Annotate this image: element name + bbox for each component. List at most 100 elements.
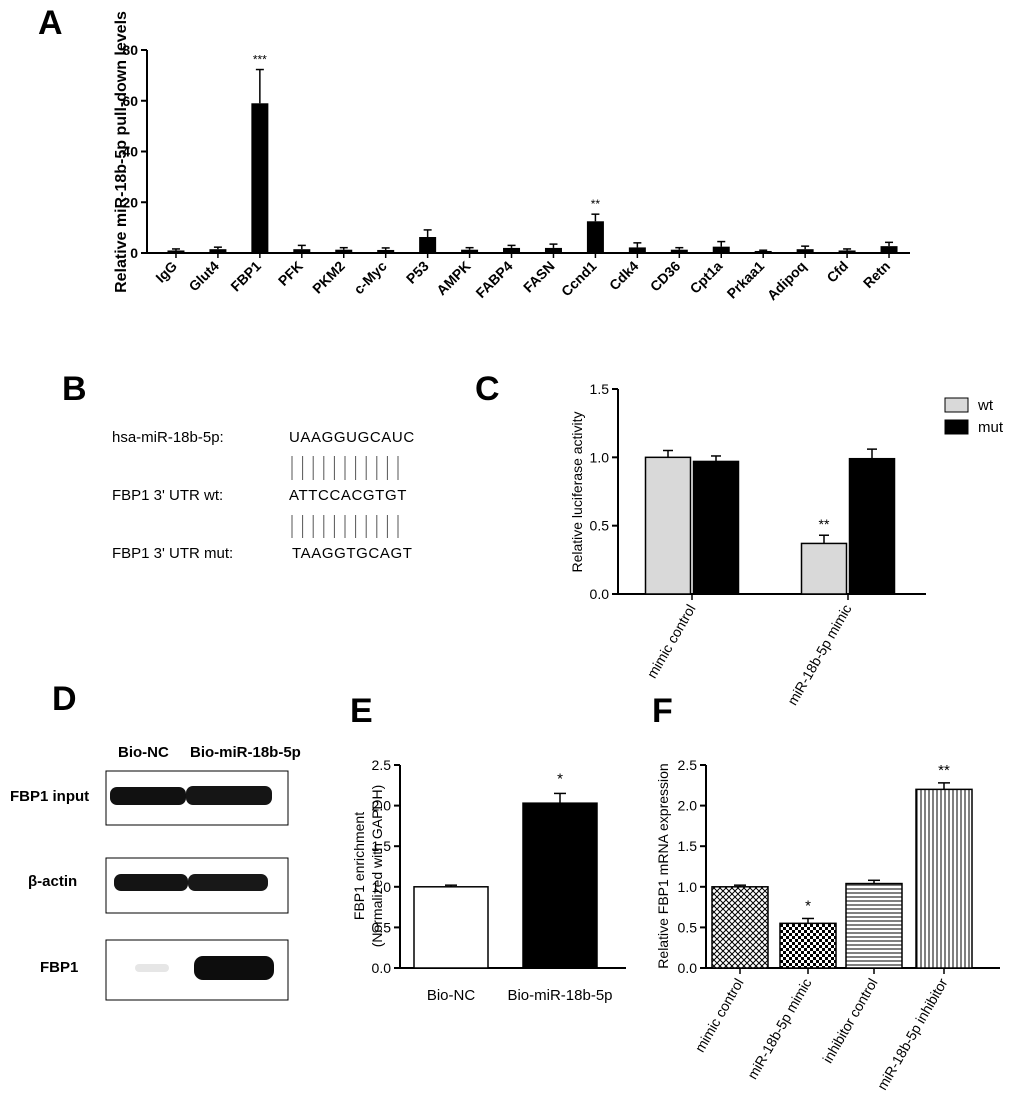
lane-label-bio-nc: Bio-NC bbox=[118, 744, 169, 761]
y-axis-title: Relative miR-18b-5p pull-down levels bbox=[113, 11, 130, 293]
y-tick-label: 2.5 bbox=[678, 757, 698, 773]
y-tick-label: 60 bbox=[122, 93, 138, 109]
x-tick-label-igg: IgG bbox=[152, 258, 180, 286]
x-tick-label-bio-nc: Bio-NC bbox=[427, 987, 476, 1004]
panel-label-d: D bbox=[52, 680, 77, 718]
bar-fbp1 bbox=[251, 103, 269, 253]
lane-label-bio-mir: Bio-miR-18b-5p bbox=[190, 744, 301, 761]
bar-cpt1a bbox=[712, 246, 730, 253]
y-tick-label: 20 bbox=[122, 194, 138, 210]
y-tick-label: 0.5 bbox=[678, 919, 698, 935]
x-tick-label-p53: P53 bbox=[403, 258, 432, 287]
x-tick-label-cd36: CD36 bbox=[647, 258, 684, 295]
y-tick-label: 1.0 bbox=[678, 879, 698, 895]
y-tick-label: 1.5 bbox=[590, 381, 610, 397]
significance-mir-18b-5p-mimic: ** bbox=[819, 516, 830, 532]
bar-mir-18b-5p-mimic bbox=[779, 922, 837, 969]
y-tick-label: 0.0 bbox=[678, 960, 698, 976]
band-fbp1-lane2 bbox=[194, 956, 274, 980]
x-tick-label-cfd: Cfd bbox=[823, 258, 851, 286]
bar-mir-18b-5p-mimic-wt bbox=[800, 542, 848, 595]
x-tick-label-mimic-control: mimic control bbox=[692, 976, 747, 1055]
significance-mir-18b-5p-inhibitor: ** bbox=[938, 762, 950, 779]
y-axis-title: Relative luciferase activity bbox=[569, 411, 585, 572]
x-tick-label-mimic-control: mimic control bbox=[644, 602, 699, 681]
bar-cdk4 bbox=[628, 247, 646, 253]
bar-igg bbox=[167, 250, 185, 253]
y-tick-label: 1.5 bbox=[678, 838, 698, 854]
y-tick-label: 0.5 bbox=[372, 919, 392, 935]
significance-ccnd1: ** bbox=[591, 197, 601, 211]
bar-cfd bbox=[838, 250, 856, 253]
bar-pfk bbox=[293, 249, 311, 253]
bar-inhibitor-control bbox=[845, 882, 903, 969]
x-tick-label-fbp1: FBP1 bbox=[227, 258, 264, 295]
x-tick-label-c-myc: c-Myc bbox=[350, 258, 390, 298]
bar-ampk bbox=[461, 249, 479, 253]
x-tick-label-retn: Retn bbox=[860, 258, 893, 291]
blot-label-beta-actin: β-actin bbox=[28, 873, 77, 890]
bar-bio-mir-18b-5p bbox=[522, 802, 598, 969]
panel-label-f: F bbox=[652, 692, 673, 730]
x-tick-label-mir-18b-5p-mimic: miR-18b-5p mimic bbox=[784, 602, 855, 708]
y-tick-label: 1.0 bbox=[590, 449, 610, 465]
blot-label-fbp1: FBP1 bbox=[40, 959, 78, 976]
bar-mimic-control-mut bbox=[692, 460, 740, 595]
mut-utr-sequence: TAAGGTGCAGT bbox=[292, 545, 413, 562]
bar-mimic-control-wt bbox=[644, 456, 692, 595]
panel-label-e: E bbox=[350, 692, 373, 730]
bar-cd36 bbox=[670, 249, 688, 253]
legend-label-wt: wt bbox=[977, 397, 994, 414]
legend-swatch-wt bbox=[944, 397, 969, 413]
mirna-sequence: UAAGGUGCAUC bbox=[289, 429, 415, 446]
x-tick-label-fabp4: FABP4 bbox=[472, 258, 515, 301]
x-tick-label-inhibitor-control: inhibitor control bbox=[819, 976, 880, 1066]
x-tick-label-mir-18b-5p-mimic: miR-18b-5p mimic bbox=[744, 976, 815, 1082]
bar-ccnd1 bbox=[586, 221, 604, 253]
y-tick-label: 1.0 bbox=[372, 879, 392, 895]
y-axis-title: Relative FBP1 mRNA expression bbox=[655, 763, 671, 968]
x-tick-label-bio-mir-18b-5p: Bio-miR-18b-5p bbox=[507, 987, 612, 1004]
y-tick-label: 0.0 bbox=[590, 586, 610, 602]
chart-c: 0.0 0.5 1.0 1.5 mimic control ** miR-18b-5p mi… bbox=[569, 381, 1004, 708]
panel-label-b: B bbox=[62, 370, 87, 408]
x-tick-label-mir-18b-5p-inhibitor: miR-18b-5p inhibitor bbox=[874, 975, 951, 1092]
band-fbp1-input-lane1 bbox=[110, 787, 186, 805]
y-tick-label: 2.0 bbox=[372, 798, 392, 814]
mirna-label: hsa-miR-18b-5p: bbox=[112, 429, 224, 446]
bar-pkm2 bbox=[335, 249, 353, 253]
bar-glut4 bbox=[209, 249, 227, 253]
bar-mimic-control bbox=[711, 886, 769, 969]
panel-label-c: C bbox=[475, 370, 500, 408]
panel-d-western-blot: Bio-NC Bio-miR-18b-5p FBP1 input β-actin… bbox=[10, 744, 301, 1001]
x-tick-label-prkaa1: Prkaa1 bbox=[724, 258, 768, 302]
base-pair-lines-top bbox=[291, 456, 399, 480]
y-tick-label: 1.5 bbox=[372, 838, 392, 854]
y-tick-label: 2.5 bbox=[372, 757, 392, 773]
bar-p53 bbox=[419, 237, 437, 253]
y-axis-title-line2: (Normalized with GAPDH) bbox=[369, 785, 385, 948]
y-axis-title: FBP1 enrichment bbox=[351, 812, 367, 920]
y-tick-label: 80 bbox=[122, 42, 138, 58]
y-tick-label: 0.0 bbox=[372, 960, 392, 976]
x-tick-label-cdk4: Cdk4 bbox=[606, 258, 642, 294]
bar-c-myc bbox=[377, 249, 395, 253]
bar-mir-18b-5p-mimic-mut bbox=[848, 457, 896, 595]
mut-utr-label: FBP1 3' UTR mut: bbox=[112, 545, 233, 562]
legend-swatch-mut bbox=[944, 419, 969, 435]
bar-bio-nc bbox=[413, 886, 489, 969]
significance-fbp1: *** bbox=[253, 53, 267, 67]
panel-label-a: A bbox=[38, 4, 63, 42]
x-tick-label-pfk: PFK bbox=[275, 258, 306, 289]
bar-prkaa1 bbox=[754, 250, 772, 253]
band-fbp1-lane1 bbox=[135, 964, 169, 972]
panel-b-alignment: hsa-miR-18b-5p: UAAGGUGCAUC FBP1 3' UTR … bbox=[112, 429, 415, 562]
x-tick-label-cpt1a: Cpt1a bbox=[687, 258, 726, 297]
x-tick-label-adipoq: Adipoq bbox=[764, 258, 809, 303]
bar-adipoq bbox=[796, 249, 814, 253]
significance-bio-mir-18b-5p: * bbox=[557, 770, 563, 787]
y-tick-label: 2.0 bbox=[678, 798, 698, 814]
significance-mir-18b-5p-mimic: * bbox=[805, 897, 811, 914]
